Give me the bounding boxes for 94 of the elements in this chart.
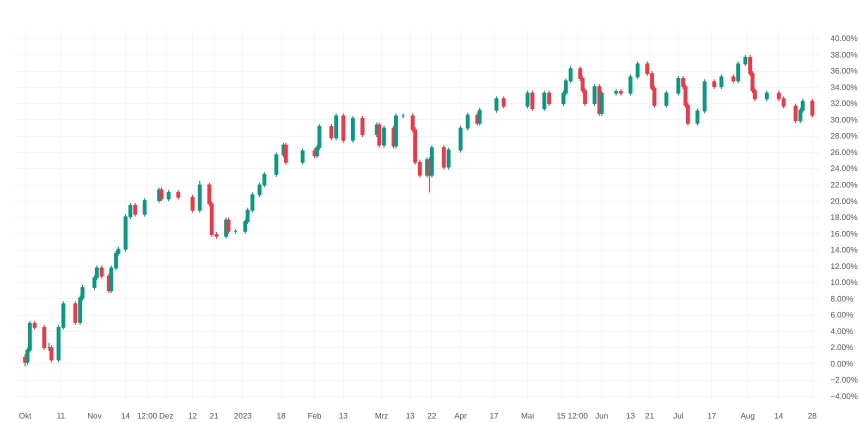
x-tick-label: 14 — [121, 412, 131, 420]
candlestick — [42, 324, 46, 351]
y-tick-label: 18.00% — [830, 213, 858, 222]
candlestick — [764, 90, 769, 102]
candlestick — [446, 147, 451, 170]
y-tick-label: 36.00% — [830, 66, 858, 76]
x-tick-label: 17 — [707, 412, 717, 420]
candlestick — [329, 124, 334, 141]
y-tick-label: 0.00% — [830, 359, 854, 368]
candlestick — [466, 112, 470, 132]
y-tick-label: 30.00% — [830, 115, 858, 124]
candlestick — [166, 189, 171, 202]
y-tick-label: 32.00% — [830, 99, 858, 108]
candlestick — [300, 148, 305, 166]
y-tick-label: −4.00% — [830, 392, 858, 401]
candlestick — [676, 76, 680, 96]
candlestick — [530, 90, 534, 112]
candlestick — [442, 144, 446, 170]
y-tick-label: 22.00% — [830, 180, 858, 190]
candlestick — [696, 108, 700, 126]
candlestick — [636, 60, 640, 80]
y-tick-label: 40.00% — [830, 34, 858, 44]
y-tick-label: 20.00% — [830, 196, 858, 206]
candlestick — [360, 115, 364, 138]
candlestick — [736, 60, 740, 84]
x-tick-label: Jun — [595, 412, 608, 420]
x-tick-label: 11 — [56, 412, 66, 420]
y-tick-label: 34.00% — [830, 82, 858, 92]
candlestick — [794, 103, 798, 124]
candlestick — [810, 98, 814, 118]
x-tick-label: 12:00 — [137, 412, 158, 420]
x-tick-label: 14 — [774, 412, 784, 420]
x-tick-label: Mrz — [374, 412, 388, 420]
candlestick — [628, 74, 632, 96]
candlestick — [712, 78, 716, 90]
x-tick-label: 17 — [490, 412, 500, 420]
candlestick — [382, 125, 386, 148]
y-tick-label: 14.00% — [830, 246, 858, 255]
candlestick — [743, 54, 748, 67]
y-tick-label: 6.00% — [830, 310, 854, 320]
x-tick-label: 12 — [188, 412, 198, 420]
candlestick — [334, 112, 338, 141]
x-tick-label: Dez — [159, 412, 174, 420]
x-tick-label: 2023 — [234, 412, 252, 420]
x-tick-label: 22 — [427, 412, 437, 420]
x-tick-label: 21 — [645, 412, 655, 420]
y-tick-label: 2.00% — [830, 343, 854, 352]
candlestick — [274, 152, 278, 178]
y-tick-label: 28.00% — [830, 132, 858, 141]
x-tick-label: 28 — [808, 412, 818, 420]
candlestick — [478, 107, 482, 126]
y-tick-label: 4.00% — [830, 326, 854, 336]
x-tick-label: 18 — [276, 412, 286, 420]
y-tick-label: 12.00% — [830, 262, 858, 271]
candlestick — [284, 142, 288, 166]
x-tick-label: Jul — [673, 412, 684, 420]
candlestick — [458, 125, 463, 153]
x-tick-label: 13 — [626, 412, 636, 420]
y-tick-label: 8.00% — [830, 294, 854, 304]
x-tick-label: Aug — [740, 412, 755, 420]
x-tick-label: 13 — [338, 412, 348, 420]
candlestick — [350, 115, 355, 144]
candlestick — [226, 217, 230, 234]
y-tick-label: 24.00% — [830, 164, 858, 174]
candlestick — [100, 265, 104, 280]
candlestick — [592, 84, 597, 107]
candlestick — [133, 202, 138, 218]
x-tick-label: Okt — [18, 412, 32, 420]
x-tick-label: 12:00 — [568, 412, 588, 420]
y-tick-label: 16.00% — [830, 229, 858, 238]
candlestick — [542, 90, 546, 112]
x-tick-label: 13 — [406, 412, 416, 420]
candlestick — [502, 96, 506, 110]
x-tick-label: 15 — [556, 412, 566, 420]
candlestick — [190, 194, 195, 214]
candlestick — [73, 300, 78, 326]
x-tick-label: Apr — [454, 412, 468, 420]
x-tick-label: 21 — [210, 412, 220, 420]
candlestick — [142, 198, 147, 218]
candlestick — [526, 90, 530, 110]
candlestick — [494, 96, 498, 114]
x-tick-label: Feb — [308, 412, 322, 420]
candlestick — [49, 344, 54, 363]
y-tick-label: 10.00% — [830, 278, 858, 288]
candlestick — [719, 74, 724, 90]
candlestick — [664, 90, 668, 108]
candlestick — [600, 90, 604, 116]
y-tick-label: 38.00% — [830, 50, 858, 60]
x-tick-label: Nov — [87, 412, 102, 420]
candlestick — [547, 90, 552, 107]
x-tick-label: Mai — [521, 412, 534, 420]
candlestick — [160, 186, 164, 202]
y-tick-label: 26.00% — [830, 148, 858, 157]
y-tick-label: −2.00% — [830, 376, 858, 385]
